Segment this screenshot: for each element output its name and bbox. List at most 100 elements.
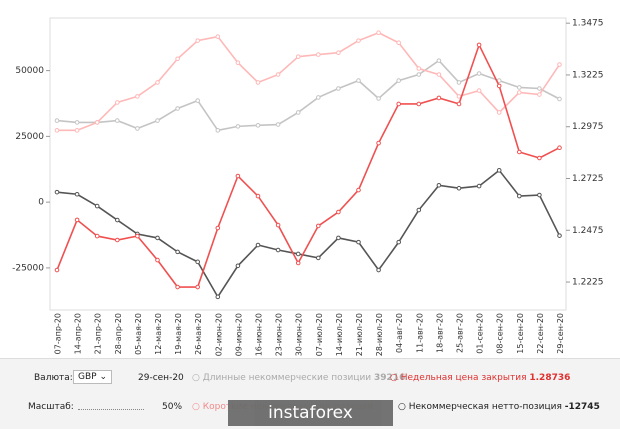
plot-area <box>49 17 567 311</box>
y-tick-label: 0 <box>38 198 44 208</box>
point <box>416 66 422 71</box>
y2-tick-label: 1.2725 <box>572 174 604 184</box>
currency-value: GBP <box>78 372 97 382</box>
legend-item: ○ Недельная цена закрытия 1.28736 <box>390 373 571 383</box>
legend-label: Некоммерческая нетто-позиция <box>408 402 562 412</box>
x-tick-label: 01-сен-20 <box>476 313 485 354</box>
point <box>195 259 200 265</box>
point <box>336 86 341 91</box>
y2-tick-label: 1.2475 <box>572 226 604 236</box>
x-tick-label: 30-июн-20 <box>295 313 304 356</box>
point <box>94 203 100 209</box>
point <box>74 128 80 133</box>
point <box>356 187 361 193</box>
x-tick-label: 19-мая-20 <box>174 313 183 355</box>
y2-tick-label: 1.2225 <box>572 278 604 288</box>
point <box>517 149 522 155</box>
point <box>316 255 321 261</box>
point <box>275 122 281 127</box>
point <box>255 80 261 85</box>
point <box>476 71 482 76</box>
point <box>376 30 381 36</box>
currency-select[interactable]: GBP ⌄ <box>73 370 112 384</box>
point <box>416 72 422 77</box>
point <box>175 56 180 62</box>
y2-tick-label: 1.2975 <box>572 122 604 132</box>
point <box>316 52 321 57</box>
x-tick-label: 04-авг-20 <box>395 313 404 353</box>
point <box>376 96 381 101</box>
point <box>175 106 180 111</box>
point <box>557 145 562 151</box>
x-tick-label: 11-авг-20 <box>415 313 424 353</box>
x-tick-label: 12-мая-20 <box>154 313 163 355</box>
point <box>195 98 200 103</box>
point <box>155 118 160 123</box>
legend-value: -12745 <box>564 402 600 412</box>
point <box>557 96 562 102</box>
legend-item: ○ Длинные некоммерческие позиции 39216 <box>192 373 406 383</box>
point <box>195 284 200 290</box>
point <box>115 118 120 123</box>
point <box>54 189 60 195</box>
point <box>476 88 482 93</box>
point <box>215 294 221 300</box>
point <box>255 193 261 199</box>
point <box>235 173 241 179</box>
point <box>517 90 522 95</box>
point <box>155 235 160 241</box>
watermark: instaforex <box>228 400 393 426</box>
point <box>436 58 442 63</box>
point <box>135 126 140 131</box>
point <box>537 86 542 91</box>
chart: 50000 25000 0 -25000 1.3475 1.3225 1.2975 1.272… <box>12 17 604 356</box>
series-line <box>56 59 560 132</box>
x-tick-label: 14-июл-20 <box>335 313 344 356</box>
point <box>275 72 281 77</box>
point <box>336 209 341 215</box>
x-tick-label: 15-сен-20 <box>516 313 525 354</box>
x-tick-label: 23-июн-20 <box>275 313 284 356</box>
y-tick-label: -25000 <box>12 263 44 273</box>
point <box>396 40 402 46</box>
point <box>436 95 442 101</box>
currency-label: Валюта: <box>34 373 73 383</box>
point <box>115 100 120 105</box>
point <box>396 78 402 83</box>
point <box>396 239 402 245</box>
point <box>557 233 562 238</box>
point <box>295 54 301 59</box>
point <box>175 249 180 255</box>
point <box>235 60 241 66</box>
x-tick-label: 07-июл-20 <box>315 313 324 356</box>
scale-slider[interactable] <box>78 403 144 410</box>
legend-label: Длинные некоммерческие позиции <box>202 373 372 383</box>
point <box>496 168 502 173</box>
x-tick-label: 08-сен-20 <box>496 313 505 354</box>
point <box>336 235 341 241</box>
legend-value: 39216 <box>374 373 406 383</box>
point <box>94 233 100 239</box>
point <box>74 120 80 125</box>
point <box>115 217 120 223</box>
x-tick-label: 14-апр-20 <box>74 313 83 354</box>
point <box>74 191 80 197</box>
y-tick-label: 25000 <box>15 132 44 142</box>
legend-label: Недельная цена закрытия <box>400 373 527 383</box>
series-line <box>56 42 560 288</box>
point <box>235 263 241 269</box>
point <box>74 217 80 223</box>
y-tick-label: 50000 <box>15 66 44 76</box>
point <box>255 123 261 128</box>
point <box>94 120 100 125</box>
x-tick-label: 16-июн-20 <box>255 313 264 356</box>
point <box>416 207 422 213</box>
legend-value: 1.28736 <box>529 373 571 383</box>
x-tick-label: 21-апр-20 <box>94 313 103 354</box>
point <box>54 267 60 273</box>
point <box>416 101 422 107</box>
point <box>54 118 60 123</box>
date: 29-сен-20 <box>138 373 184 383</box>
point <box>376 140 381 146</box>
